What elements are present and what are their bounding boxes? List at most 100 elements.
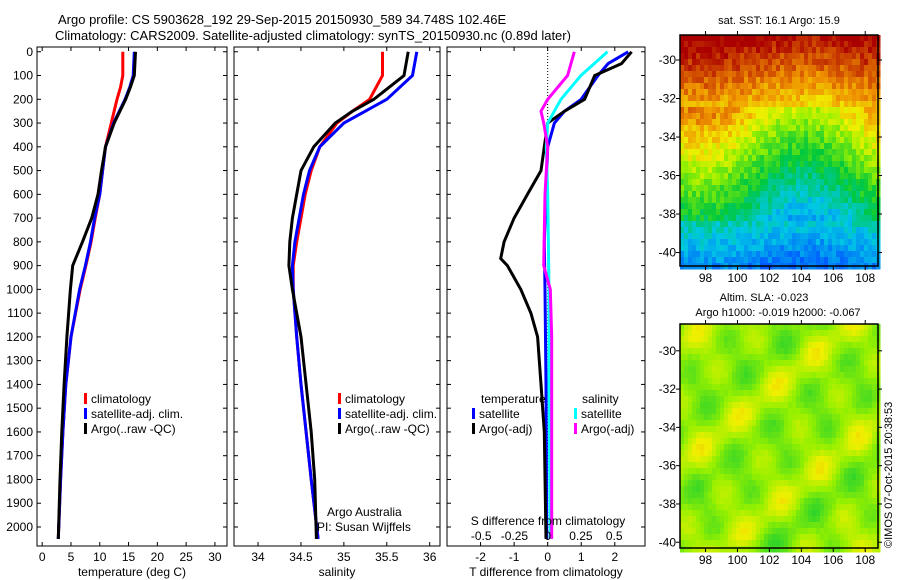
map-cell: [776, 384, 781, 391]
map-cell: [860, 191, 865, 198]
map-cell: [764, 161, 769, 168]
map-cell: [852, 137, 857, 144]
map-cell: [784, 167, 789, 174]
map-cell: [776, 330, 781, 337]
map-cell: [720, 65, 725, 72]
x-tick-label: 102: [759, 271, 779, 285]
map-cell: [816, 239, 821, 246]
map-cell: [848, 348, 853, 355]
map-cell: [856, 173, 861, 180]
map-cell: [680, 510, 685, 517]
map-cell: [680, 131, 685, 138]
map-cell: [792, 534, 797, 541]
map-cell: [808, 390, 813, 397]
map-cell: [852, 480, 857, 487]
map-cell: [756, 486, 761, 493]
map-cell: [848, 498, 853, 505]
y-tick-label: -34: [659, 420, 677, 434]
map-cell: [700, 137, 705, 144]
map-cell: [740, 245, 745, 252]
map-cell: [752, 372, 757, 379]
map-cell: [824, 360, 829, 367]
map-cell: [868, 257, 873, 264]
map-cell: [692, 167, 697, 174]
map-cell: [704, 239, 709, 246]
map-cell: [848, 468, 853, 475]
map-cell: [712, 101, 717, 108]
map-cell: [812, 546, 817, 553]
map-cell: [820, 83, 825, 90]
map-cell: [856, 528, 861, 535]
map-cell: [792, 89, 797, 96]
map-cell: [692, 239, 697, 246]
map-cell: [796, 420, 801, 427]
map-cell: [800, 173, 805, 180]
map-cell: [756, 197, 761, 204]
map-cell: [840, 143, 845, 150]
map-cell: [824, 35, 829, 42]
map-cell: [868, 324, 873, 331]
map-cell: [740, 540, 745, 547]
map-cell: [800, 456, 805, 463]
map-cell: [712, 77, 717, 84]
map-cell: [848, 486, 853, 493]
map-cell: [804, 233, 809, 240]
map-cell: [756, 468, 761, 475]
map-cell: [744, 41, 749, 48]
map-cell: [872, 384, 877, 391]
map-cell: [852, 71, 857, 78]
map-cell: [764, 257, 769, 264]
map-cell: [800, 390, 805, 397]
map-cell: [752, 414, 757, 421]
map-cell: [720, 534, 725, 541]
map-cell: [736, 528, 741, 535]
map-cell: [848, 209, 853, 216]
map-cell: [768, 41, 773, 48]
map-cell: [868, 131, 873, 138]
map-cell: [828, 257, 833, 264]
map-cell: [704, 107, 709, 114]
map-cell: [864, 107, 869, 114]
map-cell: [780, 474, 785, 481]
map-cell: [872, 167, 877, 174]
map-cell: [752, 95, 757, 102]
map-cell: [792, 125, 797, 132]
map-cell: [748, 95, 753, 102]
map-cell: [776, 71, 781, 78]
map-cell: [740, 83, 745, 90]
map-cell: [692, 257, 697, 264]
map-cell: [744, 480, 749, 487]
map-cell: [860, 161, 865, 168]
map-cell: [748, 510, 753, 517]
map-cell: [820, 53, 825, 60]
map-cell: [788, 161, 793, 168]
map-cell: [700, 119, 705, 126]
map-cell: [680, 432, 685, 439]
map-cell: [760, 540, 765, 547]
x-tick-label: 104: [791, 271, 811, 285]
x-tick-label: 106: [823, 271, 843, 285]
map-cell: [744, 191, 749, 198]
map-cell: [748, 462, 753, 469]
map-cell: [772, 113, 777, 120]
map-cell: [796, 179, 801, 186]
map-cell: [720, 480, 725, 487]
map-cell: [708, 546, 713, 553]
map-cell: [828, 191, 833, 198]
map-cell: [832, 492, 837, 499]
map-cell: [748, 456, 753, 463]
map-cell: [720, 324, 725, 331]
map-cell: [844, 516, 849, 523]
y-tick-label: -30: [659, 53, 677, 67]
map-cell: [788, 450, 793, 457]
map-cell: [712, 233, 717, 240]
map-cell: [792, 336, 797, 343]
map-cell: [724, 498, 729, 505]
map-cell: [860, 402, 865, 409]
line-S-Argo-adj-: [539, 51, 576, 539]
map-cell: [684, 450, 689, 457]
map-cell: [708, 245, 713, 252]
map-cell: [844, 534, 849, 541]
map-cell: [868, 510, 873, 517]
map-cell: [872, 221, 877, 228]
